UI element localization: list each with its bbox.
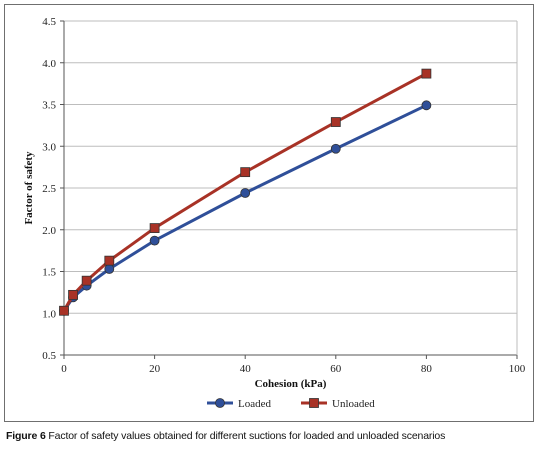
loaded-point bbox=[421, 100, 432, 111]
x-tick-label: 20 bbox=[149, 363, 161, 375]
caption-label: Figure 6 bbox=[6, 430, 46, 442]
x-tick-label: 60 bbox=[330, 363, 342, 375]
x-tick-label: 40 bbox=[240, 363, 252, 375]
x-tick-label: 0 bbox=[61, 363, 67, 375]
line-chart: 0 20 40 60 80 100 0.5 1.0 1.5 2.0 2.5 3.0 3.5 4.0 4.5… bbox=[23, 16, 526, 410]
loaded-point bbox=[240, 188, 251, 198]
axes bbox=[60, 20, 518, 359]
series-group bbox=[59, 68, 432, 316]
unloaded-point bbox=[240, 167, 251, 178]
caption-text: Factor of safety values obtained for dif… bbox=[45, 430, 446, 442]
unloaded-point bbox=[104, 255, 115, 266]
legend-swatch-marker bbox=[309, 398, 319, 408]
y-tick-label: 1.0 bbox=[42, 308, 56, 320]
legend: Loaded Unloaded bbox=[207, 398, 375, 410]
y-tick-label: 1.5 bbox=[42, 267, 56, 279]
y-tick-label: 3.5 bbox=[42, 100, 56, 112]
figure-caption: Figure 6 Factor of safety values obtaine… bbox=[6, 430, 536, 442]
unloaded-point bbox=[421, 68, 432, 79]
unloaded-point bbox=[81, 275, 92, 286]
unloaded-point bbox=[68, 289, 78, 300]
unloaded-point bbox=[330, 117, 341, 127]
loaded-line bbox=[62, 103, 428, 312]
series-loaded bbox=[59, 100, 432, 316]
loaded-point bbox=[330, 143, 341, 154]
x-tick-labels: 0 20 40 60 80 100 bbox=[61, 363, 526, 375]
legend-swatch-marker bbox=[215, 398, 225, 408]
unloaded-point bbox=[59, 305, 69, 316]
y-tick-label: 2.5 bbox=[42, 183, 56, 195]
y-tick-labels: 0.5 1.0 1.5 2.0 2.5 3.0 3.5 4.0 4.5 bbox=[42, 16, 56, 362]
x-tick-label: 100 bbox=[509, 363, 526, 375]
legend-label-unloaded: Unloaded bbox=[332, 398, 375, 410]
loaded-point bbox=[104, 264, 115, 274]
chart-frame bbox=[4, 4, 534, 422]
y-tick-label: 3.0 bbox=[42, 141, 56, 153]
legend-item-unloaded: Unloaded bbox=[301, 398, 375, 410]
series-unloaded bbox=[59, 68, 432, 316]
unloaded-point bbox=[149, 223, 160, 233]
y-tick-label: 2.0 bbox=[42, 225, 56, 237]
x-axis-label: Cohesion (kPa) bbox=[255, 378, 327, 390]
x-tick-label: 80 bbox=[421, 363, 433, 375]
y-axis-label: Factor of safety bbox=[23, 151, 35, 225]
legend-item-loaded: Loaded bbox=[207, 398, 271, 410]
legend-label-loaded: Loaded bbox=[238, 398, 271, 410]
loaded-point bbox=[149, 235, 160, 246]
y-tick-label: 4.5 bbox=[42, 16, 56, 28]
gridlines bbox=[64, 20, 517, 356]
y-tick-label: 4.0 bbox=[42, 58, 56, 70]
y-tick-label: 0.5 bbox=[42, 350, 56, 362]
